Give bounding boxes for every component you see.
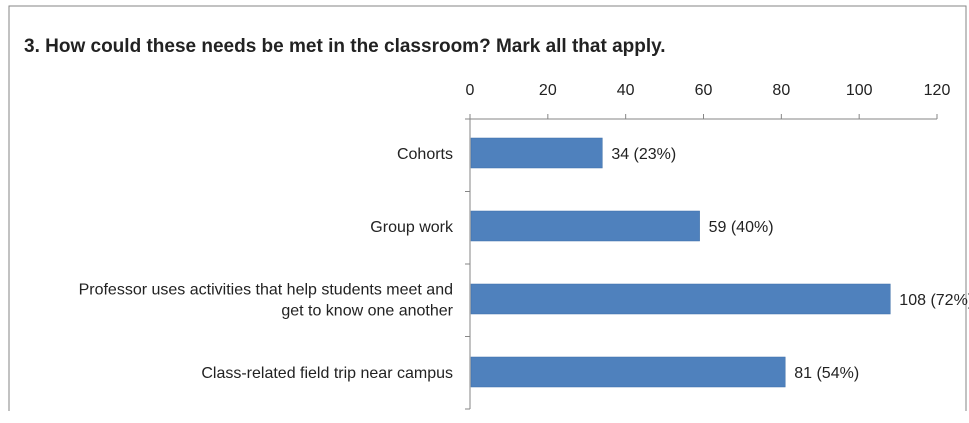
category-label: Professor uses activities that help stud…	[79, 282, 453, 299]
data-label: 59 (40%)	[709, 219, 774, 236]
x-tick-label: 60	[695, 82, 713, 99]
bar	[470, 137, 603, 169]
data-label: 81 (54%)	[794, 365, 859, 382]
x-tick-label: 40	[617, 82, 635, 99]
chart-title: 3. How could these needs be met in the c…	[24, 36, 666, 57]
category-label: Class-related field trip near campus	[201, 365, 453, 382]
bar	[470, 356, 786, 388]
bar	[470, 210, 700, 242]
data-label: 108 (72%)	[899, 292, 969, 309]
category-label: Group work	[370, 219, 454, 236]
x-tick-label: 0	[466, 82, 475, 99]
x-tick-label: 100	[846, 82, 873, 99]
category-label: Cohorts	[397, 146, 453, 163]
x-tick-label: 20	[539, 82, 557, 99]
data-label: 34 (23%)	[611, 146, 676, 163]
chart-border	[8, 5, 967, 411]
bar	[470, 283, 891, 315]
x-tick-label: 80	[772, 82, 790, 99]
category-label: get to know one another	[281, 303, 453, 320]
x-tick-label: 120	[924, 82, 951, 99]
